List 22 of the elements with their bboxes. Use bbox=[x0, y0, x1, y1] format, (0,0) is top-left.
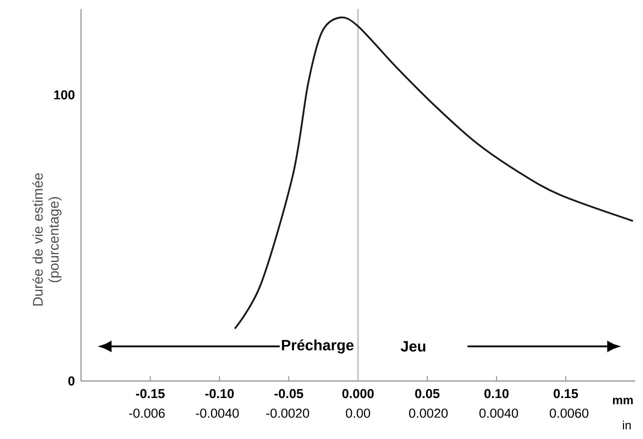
x-tick-label: 0.000 bbox=[342, 388, 374, 398]
x2-tick-label: -0.0020 bbox=[266, 408, 310, 418]
x-tick-label: 0.15 bbox=[554, 388, 578, 398]
line-series bbox=[234, 16, 634, 329]
x-tick-label: 0.05 bbox=[415, 388, 440, 398]
y-axis-title: Durée de vie estimée (pourcentage) bbox=[32, 173, 62, 306]
x2-tick-label: 0.00 bbox=[346, 408, 370, 418]
y-tick-label: 100 bbox=[54, 90, 74, 100]
annotation: Précharge bbox=[282, 339, 354, 354]
x2-tick-label: -0.0040 bbox=[196, 408, 239, 418]
x-tick-label: -0.05 bbox=[274, 388, 304, 398]
x2-tick-label: -0.006 bbox=[129, 408, 165, 418]
x2-axis-title: in bbox=[622, 420, 631, 430]
x2-tick-label: 0.0040 bbox=[479, 408, 518, 418]
x2-tick-label: 0.0020 bbox=[409, 408, 448, 418]
x2-tick-label: 0.0060 bbox=[550, 408, 588, 418]
x-tick-label: -0.10 bbox=[205, 388, 234, 398]
x-tick-label: 0.10 bbox=[484, 388, 509, 398]
y-tick-label: 0 bbox=[68, 376, 74, 386]
x-tick-label: -0.15 bbox=[136, 388, 165, 398]
x-axis-title: mm bbox=[613, 398, 633, 404]
annotation: Jeu bbox=[400, 341, 426, 352]
